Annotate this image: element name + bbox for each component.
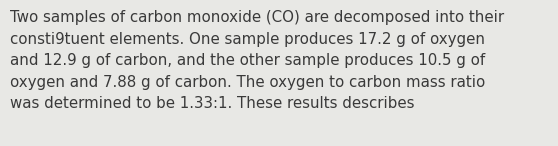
Text: Two samples of carbon monoxide (CO) are decomposed into their
consti9tuent eleme: Two samples of carbon monoxide (CO) are … — [10, 10, 504, 111]
